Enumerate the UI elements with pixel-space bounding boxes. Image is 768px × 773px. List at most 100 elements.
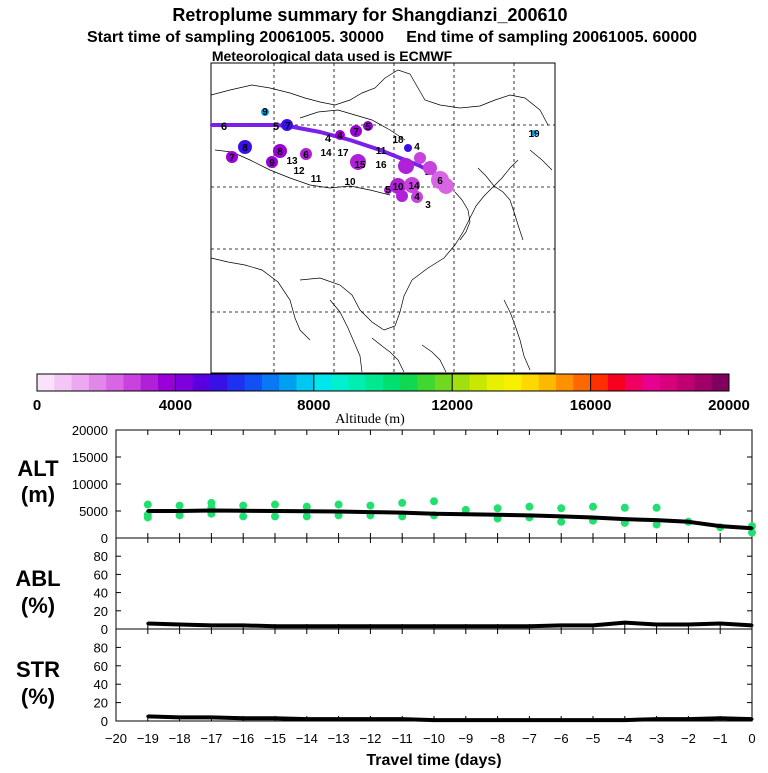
series-point <box>273 509 277 513</box>
series-point <box>432 512 436 516</box>
series-point <box>337 510 341 514</box>
series-point <box>718 716 722 720</box>
x-tick-label: −11 <box>392 731 413 746</box>
series-point <box>178 622 182 626</box>
cluster-label: 6 <box>437 176 443 187</box>
y-tick-label: 60 <box>94 659 108 674</box>
colorbar-tick-label: 20000 <box>708 397 750 414</box>
particle-point <box>493 504 502 513</box>
y-tick-label: 0 <box>101 531 108 546</box>
cluster-label: 3 <box>425 200 431 211</box>
series-point <box>368 510 372 514</box>
colorbar-tick-label: 8000 <box>297 397 330 414</box>
particle-point <box>525 502 534 511</box>
cluster-marker <box>411 191 423 203</box>
colorbar-swatch <box>711 374 730 391</box>
cluster-label: 7 <box>353 127 359 138</box>
cluster-marker <box>281 119 293 131</box>
x-tick-label: 0 <box>748 731 755 746</box>
y-tick-label: 40 <box>94 677 108 692</box>
x-tick-label: −1 <box>713 731 728 746</box>
cluster-label: 4 <box>414 192 420 203</box>
series-point <box>241 716 245 720</box>
cluster-marker <box>350 154 366 170</box>
cluster-marker <box>396 190 408 202</box>
sampling-times: Start time of sampling 20061005. 30000 E… <box>87 29 697 46</box>
series-point <box>400 624 404 628</box>
cluster-label: 15 <box>354 160 366 171</box>
colorbar-swatch <box>659 374 678 391</box>
x-tick-label: −19 <box>137 731 159 746</box>
series-point <box>559 718 563 722</box>
panel-frame <box>115 537 753 630</box>
series-point <box>464 512 468 516</box>
colorbar-swatch <box>279 374 297 391</box>
colorbar-swatch <box>296 374 315 391</box>
series-point <box>305 717 309 721</box>
cluster-label: 16 <box>375 160 387 171</box>
panel-ylabel-unit: (%) <box>21 684 55 709</box>
particle-point <box>652 520 661 529</box>
series-point <box>337 717 341 721</box>
particle-point <box>430 497 438 506</box>
trajectory-label: 4 <box>325 133 332 145</box>
series-line <box>147 508 753 531</box>
cluster-marker <box>335 130 345 140</box>
colorbar-swatch <box>538 374 557 391</box>
cluster-label: 5 <box>365 122 371 133</box>
colorbar-swatch <box>244 374 263 391</box>
series-point <box>400 717 404 721</box>
colorbar-swatch <box>175 374 194 391</box>
colorbar-swatch <box>434 374 453 391</box>
particle-point <box>652 503 661 512</box>
series-point <box>146 509 150 513</box>
particle-point <box>748 528 756 537</box>
series-point <box>273 624 277 628</box>
series-point <box>209 623 213 627</box>
series-point <box>718 524 722 528</box>
cluster-label: 6 <box>303 150 309 161</box>
cluster-marker <box>531 130 537 136</box>
cluster-label: 9 <box>269 158 275 169</box>
cluster-label: 13 <box>286 156 298 167</box>
series-point <box>337 624 341 628</box>
series-point <box>496 513 500 517</box>
colorbar-label: Altitude (m) <box>335 412 405 427</box>
series-point <box>686 520 690 524</box>
panel-abl: 0 20 40 60 80 ABL(%) <box>15 537 754 637</box>
y-tick-label: 15000 <box>72 450 108 465</box>
series-point <box>559 514 563 518</box>
panel-ylabel: STR <box>16 657 60 682</box>
particle-point <box>557 517 566 526</box>
cluster-label: 5 <box>385 185 391 196</box>
series-point <box>432 718 436 722</box>
colorbar-swatch <box>590 374 609 391</box>
colorbar-swatch <box>486 374 505 391</box>
colorbar-swatch <box>210 374 228 391</box>
colorbar-swatch <box>677 374 695 391</box>
series-point <box>623 718 627 722</box>
cluster-marker <box>438 178 454 194</box>
series-point <box>464 624 468 628</box>
cluster-label: 10 <box>344 177 356 188</box>
series-point <box>432 624 436 628</box>
trajectory-map: 6 5 4 3 2 1 0 <box>210 62 556 374</box>
cluster-label: 11 <box>376 146 387 157</box>
y-tick-label: 5000 <box>79 504 108 519</box>
series-line <box>147 620 753 629</box>
colorbar-swatch <box>313 374 332 391</box>
map-frame <box>210 62 556 374</box>
colorbar-swatch <box>158 374 176 391</box>
figure-title: Retroplume summary for Shangdianzi_20061… <box>172 5 567 25</box>
colorbar-swatch <box>140 374 159 391</box>
series-point <box>368 717 372 721</box>
series-point <box>686 622 690 626</box>
cluster-label: 14 <box>408 181 420 192</box>
series-point <box>241 509 245 513</box>
cluster-marker <box>384 186 392 194</box>
colorbar-swatch <box>694 374 713 391</box>
particle-point <box>239 501 248 510</box>
particle-point <box>271 512 279 521</box>
colorbar-swatch <box>607 374 626 391</box>
